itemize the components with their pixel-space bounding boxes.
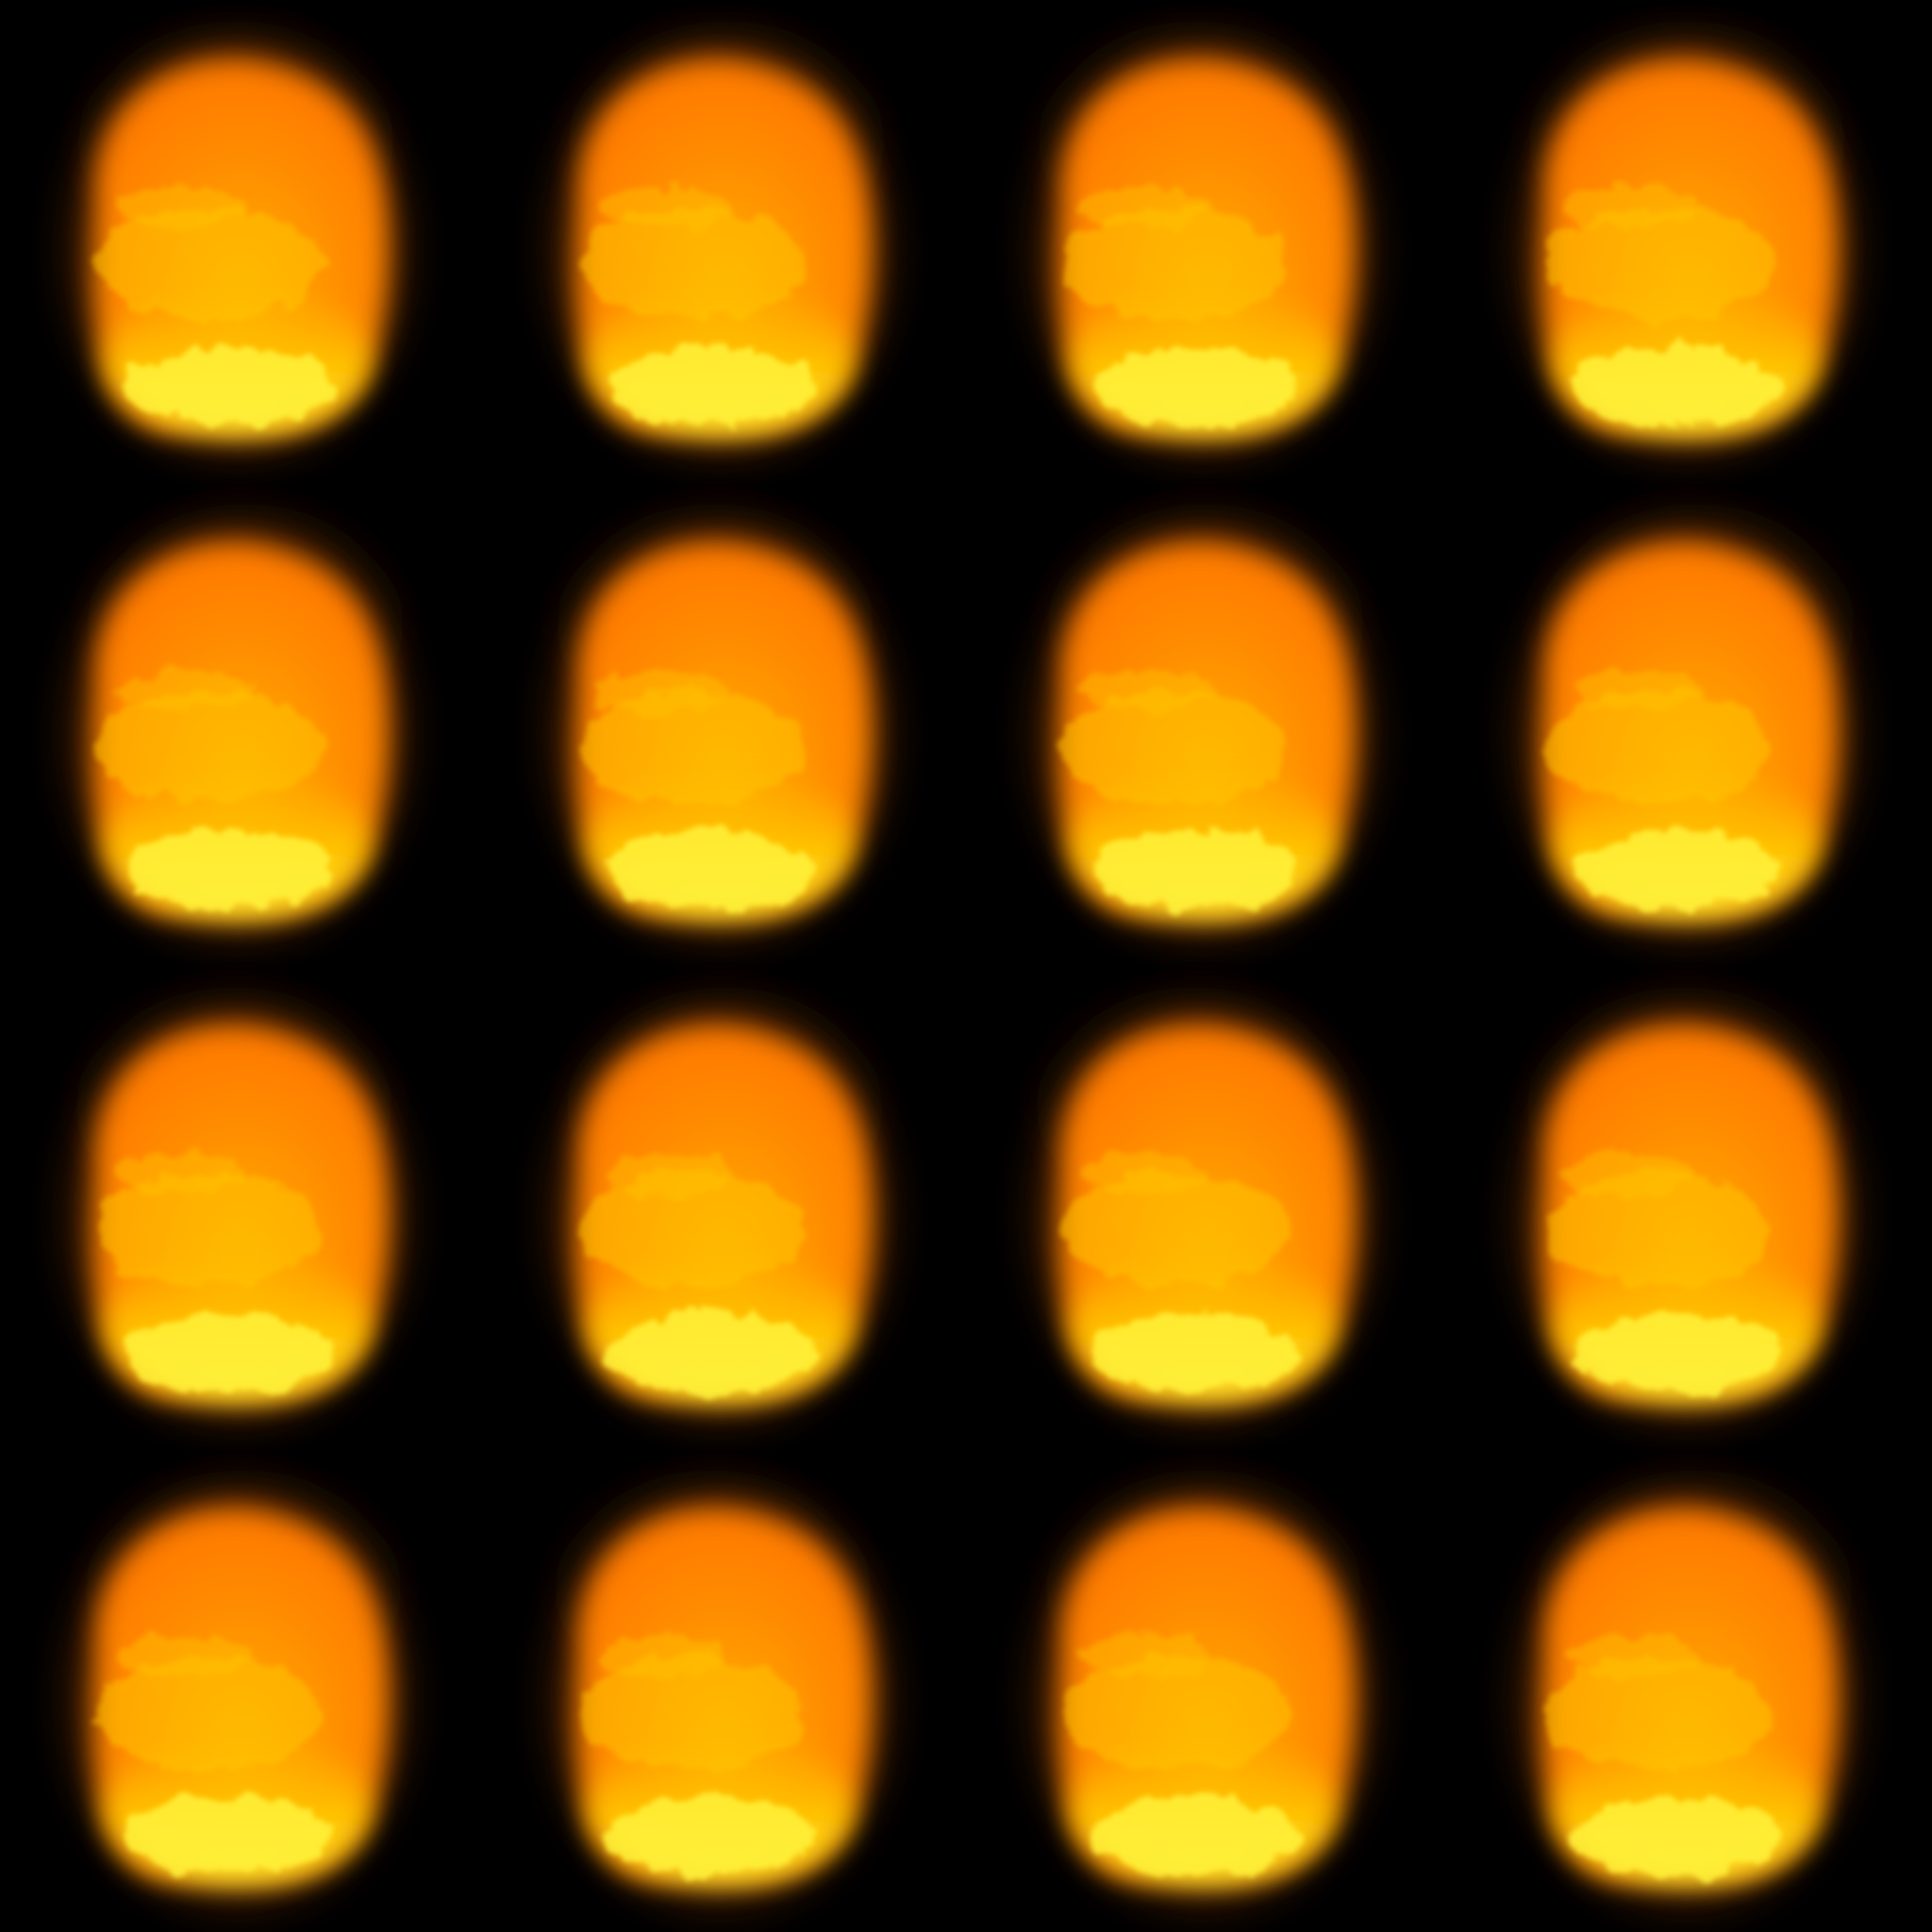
fireball-frame-11 (1045, 1004, 1362, 1414)
fireball-frame-3 (1045, 38, 1362, 448)
fireball-frame-6 (562, 521, 879, 931)
fireball-frame-2 (562, 38, 879, 448)
fireball-frame-9 (79, 1004, 396, 1414)
fireball-frame-16 (1528, 1487, 1845, 1897)
fireball-frame-5 (79, 521, 396, 931)
fireball-frame-1 (79, 38, 396, 448)
fireball-frame-12 (1528, 1004, 1845, 1414)
fireball-frame-4 (1528, 38, 1845, 448)
fireball-frame-14 (562, 1487, 879, 1897)
fireball-frame-8 (1528, 521, 1845, 931)
fireball-frame-7 (1045, 521, 1362, 931)
fireball-frame-13 (79, 1487, 396, 1897)
fireball-frame-10 (562, 1004, 879, 1414)
fireball-frame-15 (1045, 1487, 1362, 1897)
